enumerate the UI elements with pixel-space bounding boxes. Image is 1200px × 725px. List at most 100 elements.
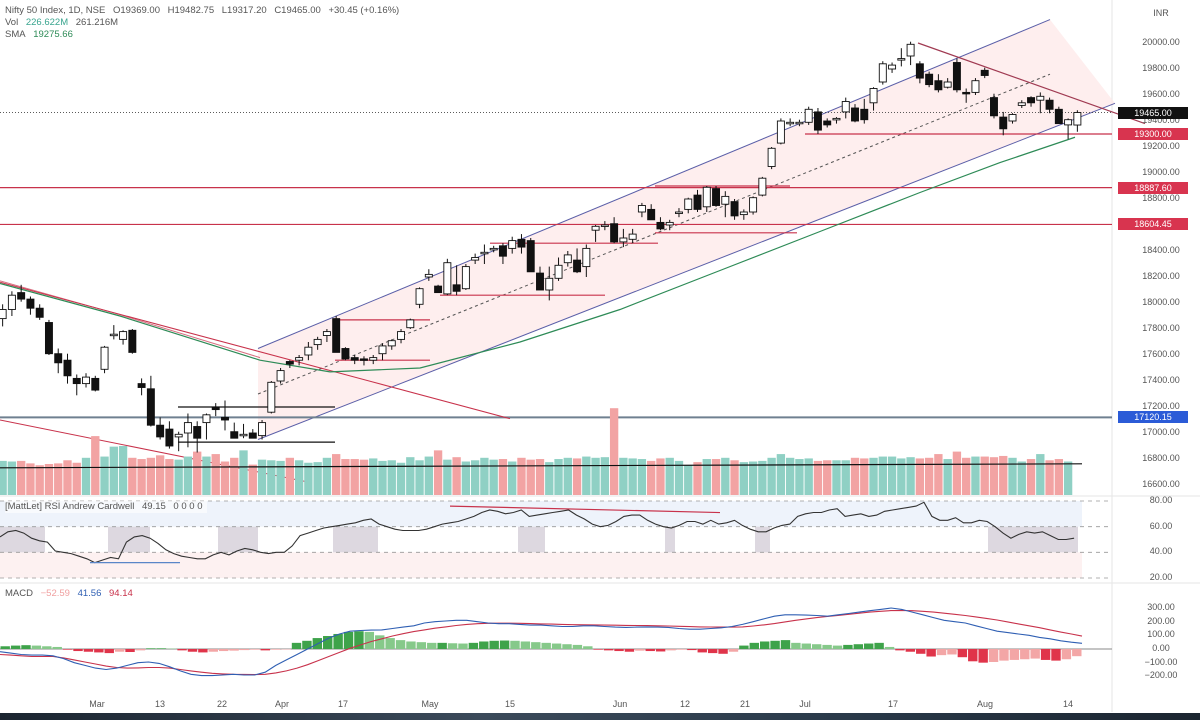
macd-hist-bar [614,649,623,651]
macd-hist-bar [542,643,551,649]
volume-bar [1064,462,1072,495]
price-tick: 16600.00 [1122,479,1200,489]
volume-bar [925,458,933,495]
macd-hist-bar [177,649,186,650]
volume-bar [452,457,460,495]
volume-bar [971,457,979,495]
candle-down [814,112,821,130]
volume-bar [1045,460,1053,495]
volume-legend: Vol 226.622M 261.216M [5,17,123,29]
volume-bar [777,454,785,495]
volume-bar [45,464,53,495]
candle-up [259,423,266,436]
volume-bar [564,458,572,495]
currency-label: INR [1122,8,1200,18]
macd-hist-bar [604,649,613,650]
volume-bar [656,458,664,495]
candle-up [323,332,330,336]
time-tick: 22 [217,699,227,709]
price-badge: 19465.00 [1118,107,1188,119]
candle-down [694,195,701,209]
macd-hist-bar [21,645,30,649]
candle-up [787,122,794,124]
rsi-extras: 0 0 0 0 [173,501,202,512]
price-badge: 18604.45 [1118,218,1188,230]
candle-down [935,81,942,90]
candle-down [990,98,997,116]
candle-up [740,212,747,215]
macd-hist-bar [240,649,249,650]
candle-up [898,59,905,61]
time-tick: 15 [505,699,515,709]
macd-hist-bar [365,632,374,649]
macd-tick: 300.00 [1122,602,1200,612]
volume-bar [740,462,748,495]
macd-hist-bar [594,649,603,650]
candle-down [499,246,506,256]
candle-down [129,330,136,352]
volume-bar [286,458,294,495]
volume-bar [239,450,247,495]
macd-hist-bar [32,646,41,649]
macd-hist-bar [11,646,20,649]
rsi-label: [MattLet] RSI Andrew Cardwell [5,501,134,512]
macd-hist-bar [261,649,270,650]
macd-hist-bar [833,646,842,649]
macd-hist-bar [136,649,145,650]
macd-hist-bar [479,641,488,649]
volume-bar [17,461,25,495]
macd-hist-bar [625,649,634,652]
time-tick: 17 [338,699,348,709]
macd-tick: −200.00 [1122,670,1200,680]
macd-hist-bar [1030,649,1039,659]
macd-hist-bar [229,649,238,651]
volume-bar [174,460,182,495]
volume-bar [156,455,164,495]
rsi-zone [518,527,545,553]
macd-hist-bar [885,647,894,649]
candle-down [286,362,293,365]
macd-hist-bar [978,649,987,663]
price-tick: 19000.00 [1122,167,1200,177]
rsi-tick: 40.00 [1122,546,1200,556]
volume-bar [573,458,581,495]
candle-down [1046,100,1053,109]
candle-up [101,347,108,369]
candle-up [675,212,682,214]
sma-legend: SMA 19275.66 [5,29,78,41]
volume-bar [786,458,794,495]
rsi-zone [218,527,258,553]
macd-hist-bar [1051,649,1060,661]
volume-bar [1018,462,1026,495]
volume-bar [842,460,850,495]
price-tick: 18800.00 [1122,193,1200,203]
time-tick: 21 [740,699,750,709]
macd-hist-bar [219,649,228,651]
volume-bar [536,459,544,495]
macd-hist-value: −52.59 [41,588,70,599]
candle-up [314,339,321,344]
volume-bar [721,458,729,495]
candle-down [157,425,164,437]
volume-bar [1008,458,1016,495]
candle-up [564,255,571,263]
candle-up [889,65,896,69]
macd-hist-bar [822,645,831,649]
candle-up [833,118,840,120]
candle-up [481,252,488,254]
macd-hist-bar [458,644,467,649]
volume-bar [619,458,627,495]
candle-up [472,258,479,261]
candle-up [490,248,497,250]
macd-hist-bar [396,640,405,649]
volume-bar [906,457,914,495]
candle-down [981,70,988,75]
volume-bar [545,462,553,495]
volume-bar [1036,454,1044,495]
volume-bar [323,458,331,495]
candle-up [555,265,562,278]
macd-signal-value: 94.14 [109,588,133,599]
candle-up [110,334,117,336]
